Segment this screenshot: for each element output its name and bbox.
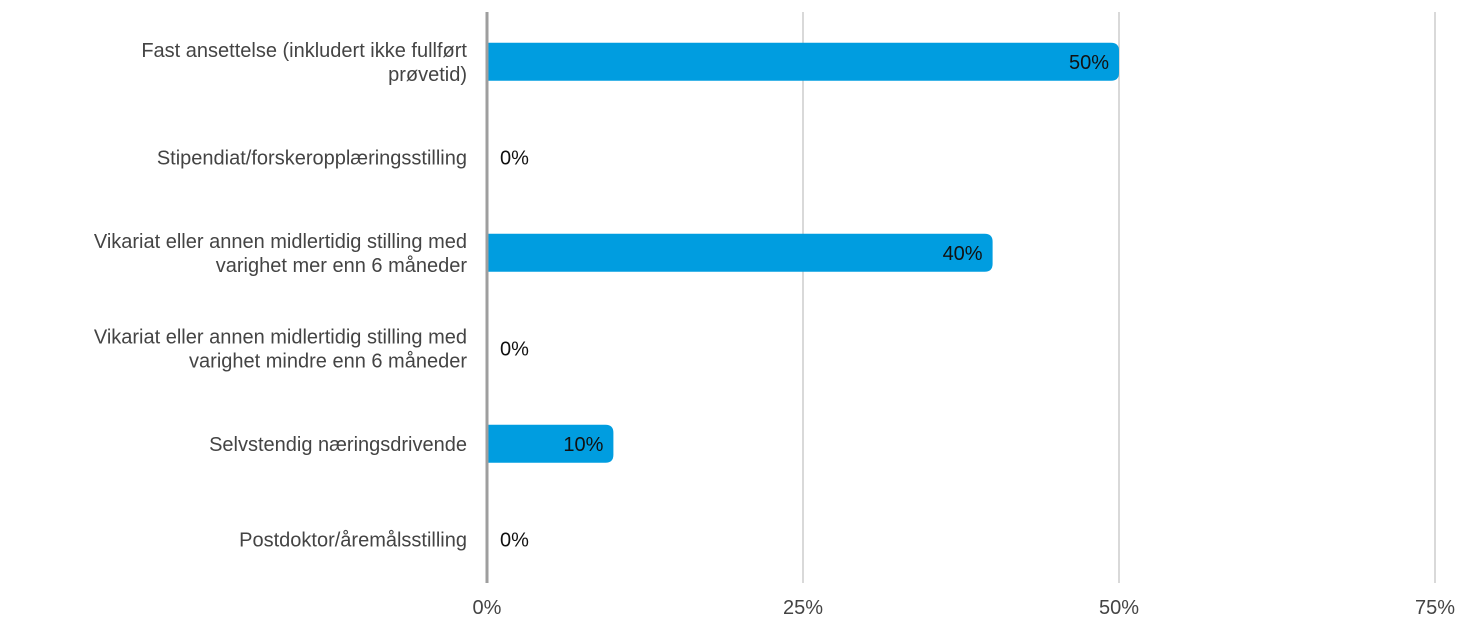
category-label: Stipendiat/forskeropplæringsstilling	[157, 147, 467, 169]
category-label: Vikariat eller annen midlertidig stillin…	[94, 326, 467, 372]
bar	[487, 424, 614, 463]
data-label: 40%	[943, 243, 983, 265]
data-label: 0%	[500, 338, 529, 360]
data-label: 10%	[563, 434, 603, 456]
x-tick-label: 0%	[473, 597, 502, 619]
category-label: Postdoktor/åremålsstilling	[239, 529, 467, 551]
data-label: 0%	[500, 147, 529, 169]
grid-layer	[802, 12, 1436, 583]
category-label: Fast ansettelse (inkludert ikke fullført…	[141, 40, 467, 86]
label-layer: 0% 25% 50% 75% 50% Fast ansettelse (inkludert…	[94, 40, 1455, 619]
bar-layer	[487, 42, 1119, 463]
x-tick-label: 25%	[783, 597, 823, 619]
category-label: Selvstendig næringsdrivende	[209, 434, 467, 456]
bar	[487, 42, 1119, 81]
category-label: Vikariat eller annen midlertidig stillin…	[94, 231, 467, 277]
data-label: 0%	[500, 529, 529, 551]
x-tick-label: 75%	[1415, 597, 1455, 619]
bar	[487, 233, 993, 272]
x-tick-label: 50%	[1099, 597, 1139, 619]
data-label: 50%	[1069, 52, 1109, 74]
